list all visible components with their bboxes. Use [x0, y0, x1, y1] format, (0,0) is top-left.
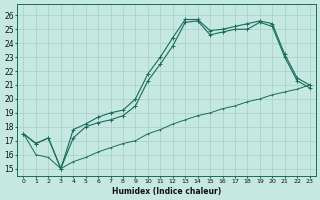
- X-axis label: Humidex (Indice chaleur): Humidex (Indice chaleur): [112, 187, 221, 196]
